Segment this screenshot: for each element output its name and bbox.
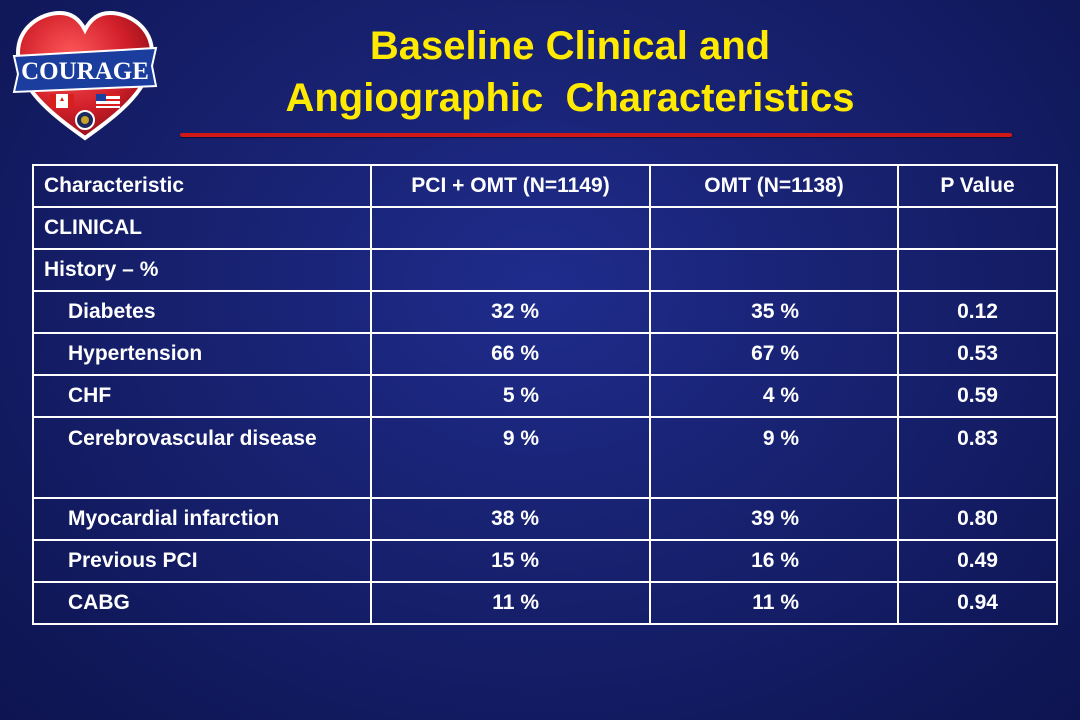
cell-omt: 39 % (649, 497, 899, 541)
table-row: CABG 11 % 11 % 0.94 (32, 581, 1058, 625)
cell-pci (370, 206, 651, 250)
table-row: Cerebrovascular disease 9 % 9 % 0.83 (32, 416, 1058, 499)
cell-p (897, 248, 1058, 292)
cell-pci: 9 % (370, 416, 651, 499)
cell-pci: 38 % (370, 497, 651, 541)
table-row: Previous PCI 15 % 16 % 0.49 (32, 539, 1058, 583)
header-characteristic: Characteristic (32, 164, 372, 208)
table-row: Hypertension 66 % 67 % 0.53 (32, 332, 1058, 376)
table-row: Diabetes 32 % 35 % 0.12 (32, 290, 1058, 334)
table-row: CLINICAL (32, 206, 1058, 250)
cell-p: 0.12 (897, 290, 1058, 334)
cell-omt: 9 % (649, 416, 899, 499)
cell-p: 0.80 (897, 497, 1058, 541)
header-omt: OMT (N=1138) (649, 164, 899, 208)
cell-omt: 11 % (649, 581, 899, 625)
page-title: Baseline Clinical and Angiographic Chara… (170, 20, 970, 124)
table-header-row: Characteristic PCI + OMT (N=1149) OMT (N… (32, 164, 1058, 208)
cell-pci: 32 % (370, 290, 651, 334)
courage-logo: COURAGE (12, 10, 158, 141)
row-label: CHF (32, 374, 372, 418)
cell-pci: 5 % (370, 374, 651, 418)
header-pci-omt: PCI + OMT (N=1149) (370, 164, 651, 208)
row-label: CABG (32, 581, 372, 625)
cell-omt (649, 206, 899, 250)
row-label: Previous PCI (32, 539, 372, 583)
cell-p: 0.83 (897, 416, 1058, 499)
title-line-2: Angiographic Characteristics (285, 76, 855, 120)
cell-pci: 11 % (370, 581, 651, 625)
characteristics-table: Characteristic PCI + OMT (N=1149) OMT (N… (32, 164, 1058, 625)
cell-p: 0.94 (897, 581, 1058, 625)
row-label: CLINICAL (32, 206, 372, 250)
logo-text: COURAGE (21, 58, 149, 85)
cell-pci: 66 % (370, 332, 651, 376)
cell-omt: 35 % (649, 290, 899, 334)
row-label: Myocardial infarction (32, 497, 372, 541)
cell-omt: 4 % (649, 374, 899, 418)
table-row: Myocardial infarction 38 % 39 % 0.80 (32, 497, 1058, 541)
row-label: Hypertension (32, 332, 372, 376)
cell-p: 0.53 (897, 332, 1058, 376)
cell-omt: 67 % (649, 332, 899, 376)
cell-omt: 16 % (649, 539, 899, 583)
header-p-value: P Value (897, 164, 1058, 208)
cell-p: 0.59 (897, 374, 1058, 418)
cell-p (897, 206, 1058, 250)
cell-omt (649, 248, 899, 292)
row-label: History – % (32, 248, 372, 292)
row-label: Diabetes (32, 290, 372, 334)
cell-p: 0.49 (897, 539, 1058, 583)
cell-pci (370, 248, 651, 292)
table-row: CHF 5 % 4 % 0.59 (32, 374, 1058, 418)
cell-pci: 15 % (370, 539, 651, 583)
row-label: Cerebrovascular disease (32, 416, 372, 499)
title-line-1: Baseline Clinical and (369, 24, 771, 68)
title-underline (180, 133, 1012, 137)
table-row: History – % (32, 248, 1058, 292)
